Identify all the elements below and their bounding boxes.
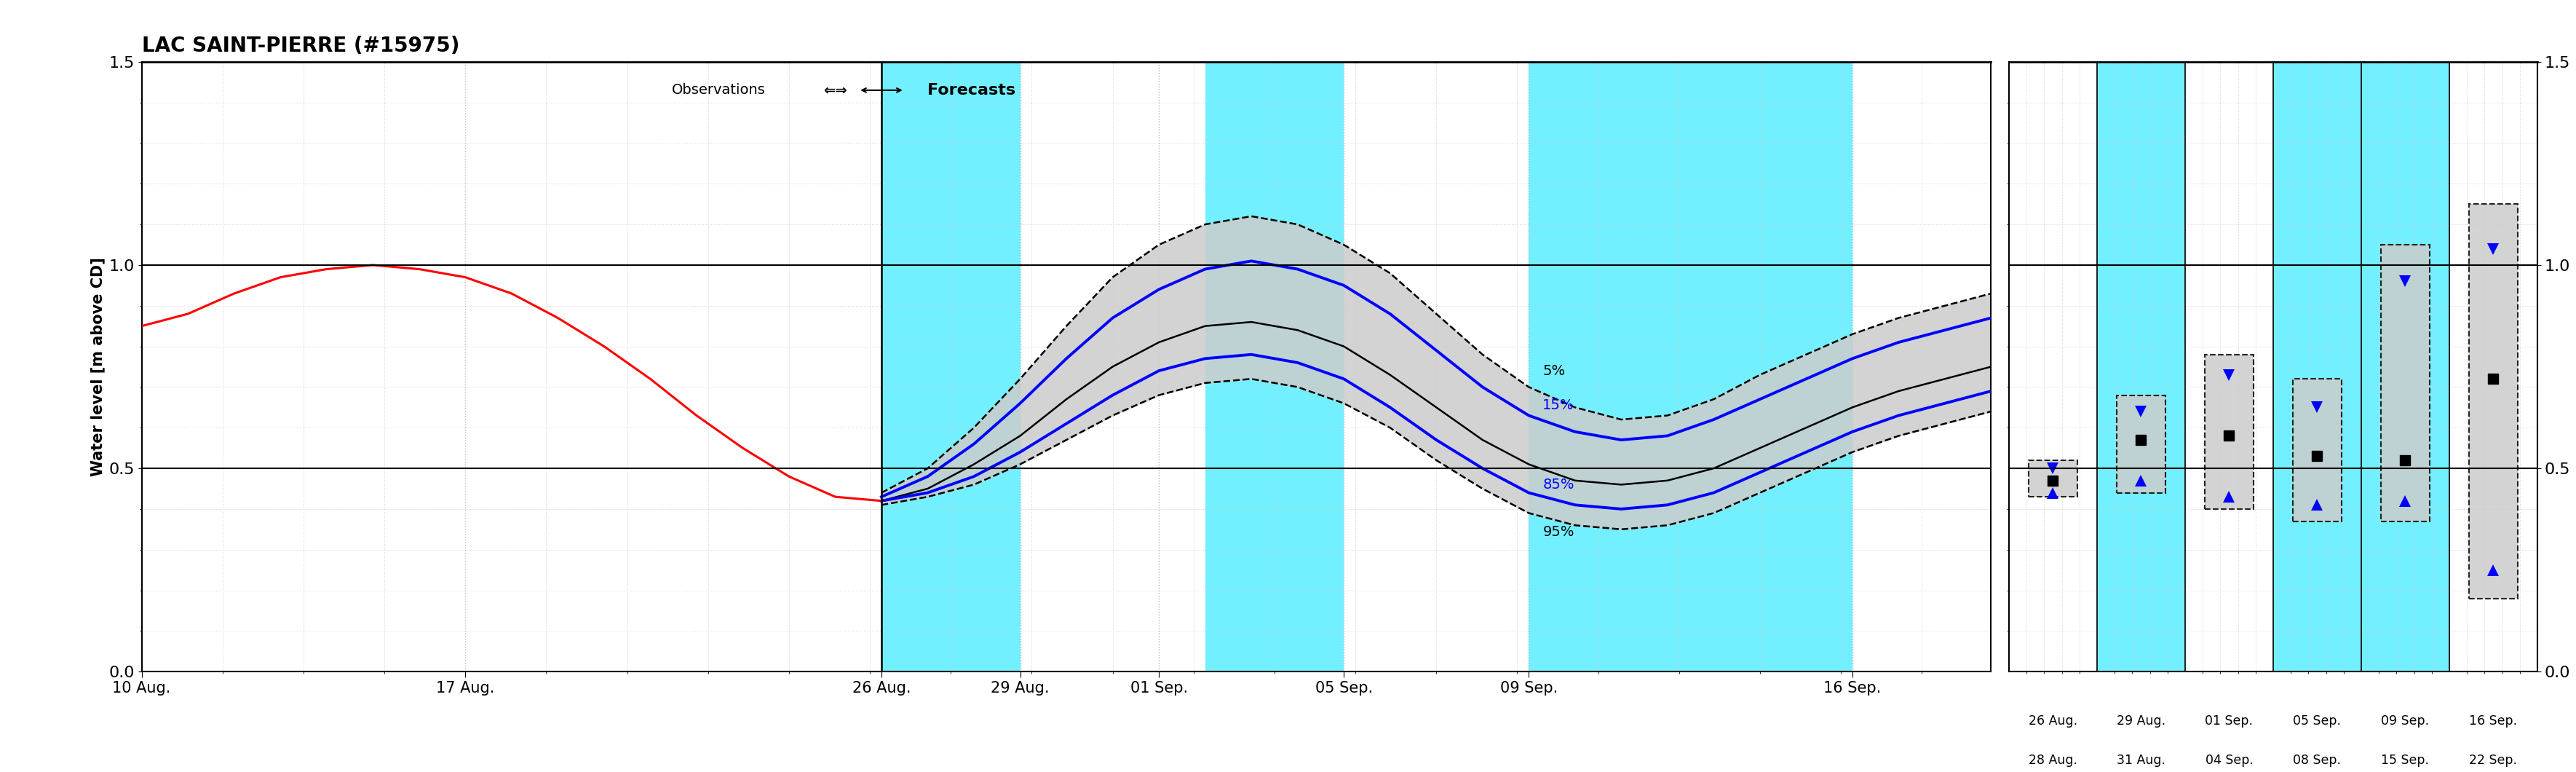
Bar (2030, 460, 2076, 497)
Text: 09 Sep.: 09 Sep. (2380, 714, 2429, 727)
Bar (2117, 395, 2166, 493)
Bar (2380, 245, 2429, 521)
Text: 29 Aug.: 29 Aug. (2117, 714, 2166, 727)
Bar (2362, 62, 2450, 672)
Text: 04 Sep.: 04 Sep. (2205, 754, 2254, 767)
Text: 95%: 95% (1543, 525, 1574, 539)
Text: 22 Sep.: 22 Sep. (2470, 754, 2517, 767)
Bar (2272, 62, 2362, 672)
Bar (2470, 204, 2517, 598)
Text: 01 Sep.: 01 Sep. (2205, 714, 2254, 727)
Text: 5%: 5% (1543, 364, 1566, 378)
Text: ⇐⇒: ⇐⇒ (824, 83, 848, 97)
Bar (1206, 62, 1345, 672)
Text: Observations: Observations (672, 83, 765, 97)
Bar (2450, 62, 2537, 672)
Bar (2293, 379, 2342, 521)
Bar (2009, 62, 2097, 672)
Text: 05 Sep.: 05 Sep. (2293, 714, 2342, 727)
Bar (2184, 62, 2272, 672)
Bar (2097, 62, 2184, 672)
Text: 15 Sep.: 15 Sep. (2380, 754, 2429, 767)
Y-axis label: Water level [m above CD]: Water level [m above CD] (90, 257, 106, 476)
Text: 08 Sep.: 08 Sep. (2293, 754, 2342, 767)
Text: 15%: 15% (1543, 398, 1574, 412)
Text: LAC SAINT-PIERRE (#15975): LAC SAINT-PIERRE (#15975) (142, 36, 459, 56)
Bar (1528, 62, 1852, 672)
Text: 28 Aug.: 28 Aug. (2027, 754, 2076, 767)
Text: 16 Sep.: 16 Sep. (2470, 714, 2517, 727)
Bar (881, 62, 1020, 672)
Text: 26 Aug.: 26 Aug. (2027, 714, 2076, 727)
Text: 85%: 85% (1543, 478, 1574, 492)
Bar (2205, 354, 2254, 509)
Text: Forecasts: Forecasts (927, 83, 1015, 97)
Text: 31 Aug.: 31 Aug. (2117, 754, 2166, 767)
